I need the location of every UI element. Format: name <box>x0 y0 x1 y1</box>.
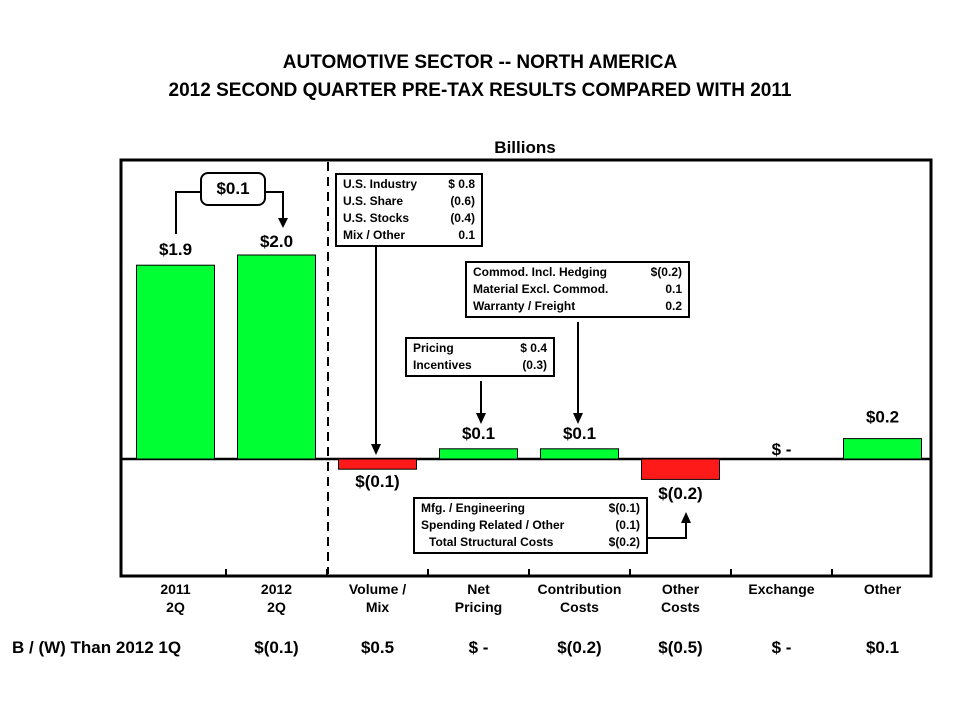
detail-value: $(0.1) <box>608 501 640 515</box>
comparison-row-label: B / (W) Than 2012 1Q <box>12 638 182 657</box>
detail-row: Mfg. / Engineering $(0.1) <box>421 500 640 517</box>
detail-value: (0.3) <box>522 358 547 372</box>
volume-mix-detail-box: U.S. Industry $ 0.8 U.S. Share (0.6) U.S. St… <box>335 173 483 247</box>
detail-label: Warranty / Freight <box>473 299 576 313</box>
bars-group <box>136 254 922 480</box>
chart-title-line2: 2012 SECOND QUARTER PRE-TAX RESULTS COMP… <box>168 80 792 101</box>
comparison-value-6: $0.1 <box>865 638 900 657</box>
comparison-value-3: $(0.2) <box>557 638 602 657</box>
bar-1 <box>237 254 316 460</box>
bar-value-label-0: $1.9 <box>159 240 192 259</box>
units-label: Billions <box>494 138 556 157</box>
detail-value: $(0.2) <box>608 535 640 549</box>
detail-label: Mix / Other <box>343 228 406 242</box>
category-label-1: 2012 2Q <box>260 581 293 615</box>
detail-value: $(0.2) <box>650 265 682 279</box>
chart-title-line1: AUTOMOTIVE SECTOR -- NORTH AMERICA <box>282 52 678 73</box>
other-costs-detail-box: Mfg. / Engineering $(0.1) Spending Related… <box>413 497 648 554</box>
bar-value-label-4: $0.1 <box>563 424 596 443</box>
detail-label: U.S. Stocks <box>343 211 410 225</box>
detail-value: $ 0.8 <box>448 177 475 191</box>
volume-arrowhead <box>371 444 381 455</box>
detail-label: Spending Related / Other <box>421 518 565 532</box>
bar-2 <box>338 458 417 470</box>
bracket-right-line <box>266 191 284 218</box>
category-label-2: Volume / Mix <box>348 581 407 615</box>
detail-value: 0.2 <box>665 299 682 313</box>
detail-row: Mix / Other 0.1 <box>343 227 475 244</box>
category-label-5: Other Costs <box>661 581 700 615</box>
bar-value-label-2: $(0.1) <box>355 472 399 491</box>
plot-border <box>119 158 933 578</box>
bar-7 <box>843 438 922 460</box>
detail-row: U.S. Share (0.6) <box>343 193 475 210</box>
bar-value-labels: $1.9 $2.0 $(0.1) $0.1 $0.1 $(0.2) $ - $0.2 <box>159 232 899 503</box>
other-costs-arrowhead <box>681 512 691 523</box>
comparison-value-0: $(0.1) <box>254 638 299 657</box>
detail-row: Spending Related / Other (0.1) <box>421 517 640 534</box>
category-label-4: Contribution Costs <box>537 581 622 615</box>
detail-row: Material Excl. Commod. 0.1 <box>473 281 682 298</box>
detail-label: Commod. Incl. Hedging <box>473 265 607 279</box>
bracket-arrowhead <box>278 218 288 228</box>
detail-value: (0.1) <box>615 518 640 532</box>
pricing-arrowhead <box>476 413 486 424</box>
bar-value-label-3: $0.1 <box>462 424 495 443</box>
comparison-value-4: $(0.5) <box>658 638 703 657</box>
bracket-left-line <box>175 191 200 234</box>
bar-value-label-5: $(0.2) <box>658 484 702 503</box>
comparison-value-2: $ - <box>468 638 489 657</box>
comparison-value-5: $ - <box>771 638 792 657</box>
contribution-costs-detail-box: Commod. Incl. Hedging $(0.2) Material Excl… <box>465 261 690 318</box>
comparison-value-1: $0.5 <box>360 638 395 657</box>
net-pricing-detail-box: Pricing $ 0.4 Incentives (0.3) <box>405 337 555 377</box>
category-label-3: Net Pricing <box>454 581 503 615</box>
bar-4 <box>540 448 619 460</box>
category-tick-marks <box>225 569 833 576</box>
bar-value-label-1: $2.0 <box>260 232 293 251</box>
detail-row: U.S. Stocks (0.4) <box>343 210 475 227</box>
detail-row: Incentives (0.3) <box>413 357 547 374</box>
detail-row: Total Structural Costs $(0.2) <box>421 534 640 551</box>
category-label-6: Exchange <box>748 581 815 597</box>
detail-label: Total Structural Costs <box>429 535 554 549</box>
bar-3 <box>439 448 518 460</box>
connector-arrows <box>175 191 691 539</box>
bar-value-label-6: $ - <box>772 440 792 459</box>
category-label-7: Other <box>863 581 902 597</box>
detail-label: Incentives <box>413 358 472 372</box>
detail-row: Warranty / Freight 0.2 <box>473 298 682 315</box>
detail-value: 0.1 <box>665 282 682 296</box>
bar-0 <box>136 264 215 460</box>
detail-row: Pricing $ 0.4 <box>413 340 547 357</box>
detail-row: U.S. Industry $ 0.8 <box>343 176 475 193</box>
detail-label: Material Excl. Commod. <box>473 282 609 296</box>
detail-value: (0.4) <box>450 211 475 225</box>
bar-5 <box>641 458 720 480</box>
category-label-0: 2011 2Q <box>160 581 191 615</box>
contribution-arrowhead <box>573 413 583 424</box>
other-costs-arrow-line <box>648 522 687 539</box>
detail-label: Mfg. / Engineering <box>421 501 525 515</box>
change-label-box: $0.1 <box>200 172 266 206</box>
bar-value-label-7: $0.2 <box>866 408 899 427</box>
detail-value: (0.6) <box>450 194 475 208</box>
detail-value: 0.1 <box>458 228 475 242</box>
detail-row: Commod. Incl. Hedging $(0.2) <box>473 264 682 281</box>
detail-label: U.S. Share <box>343 194 404 208</box>
detail-label: Pricing <box>413 341 454 355</box>
detail-value: $ 0.4 <box>520 341 547 355</box>
detail-label: U.S. Industry <box>343 177 418 191</box>
